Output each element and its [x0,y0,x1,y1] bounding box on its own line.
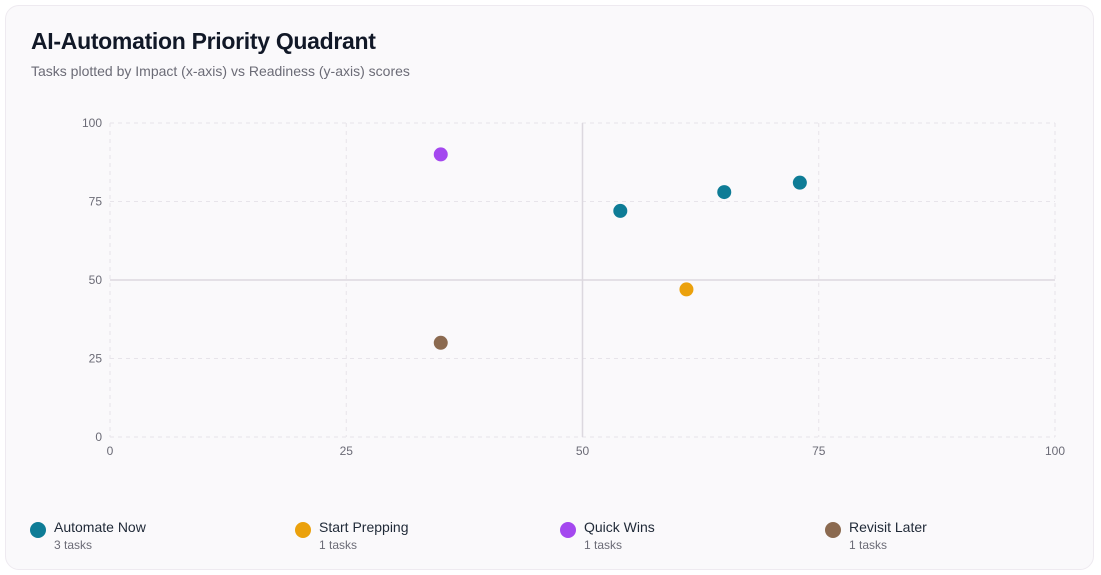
chart-title: AI-Automation Priority Quadrant [31,28,376,54]
y-tick-label: 25 [89,352,103,366]
quadrant-dividers [110,123,1055,437]
legend-swatch [30,522,46,538]
data-point [792,175,807,190]
y-tick-label: 0 [95,430,102,444]
legend-label: Automate Now [54,519,146,535]
x-tick-label: 75 [812,444,826,458]
legend: Automate Now 3 tasks Start Prepping 1 tasks… [6,515,1095,565]
data-point [679,282,694,297]
x-tick-label: 25 [340,444,354,458]
axis-ticks: 0 25 50 75 100 0 25 50 75 100 [82,116,1065,458]
legend-count: 1 tasks [849,538,888,552]
chart-subtitle: Tasks plotted by Impact (x-axis) vs Read… [31,63,410,79]
x-tick-label: 0 [107,444,114,458]
data-point [717,185,732,200]
data-point [613,203,628,218]
legend-count: 1 tasks [319,538,358,552]
legend-swatch [295,522,311,538]
data-point [433,147,448,162]
y-tick-label: 75 [89,195,103,209]
legend-swatch [560,522,576,538]
legend-count: 3 tasks [54,538,93,552]
x-tick-label: 100 [1045,444,1065,458]
legend-label: Quick Wins [584,519,655,535]
data-point [433,335,448,350]
scatter-plot: 0 25 50 75 100 0 25 50 75 100 [82,116,1065,458]
legend-label: Revisit Later [849,519,927,535]
y-tick-label: 50 [89,273,103,287]
legend-count: 1 tasks [584,538,623,552]
data-points [433,147,807,350]
legend-swatch [825,522,841,538]
y-tick-label: 100 [82,116,102,130]
x-tick-label: 50 [576,444,590,458]
chart-card: AI-Automation Priority Quadrant Tasks pl… [5,5,1094,570]
legend-label: Start Prepping [319,519,409,535]
